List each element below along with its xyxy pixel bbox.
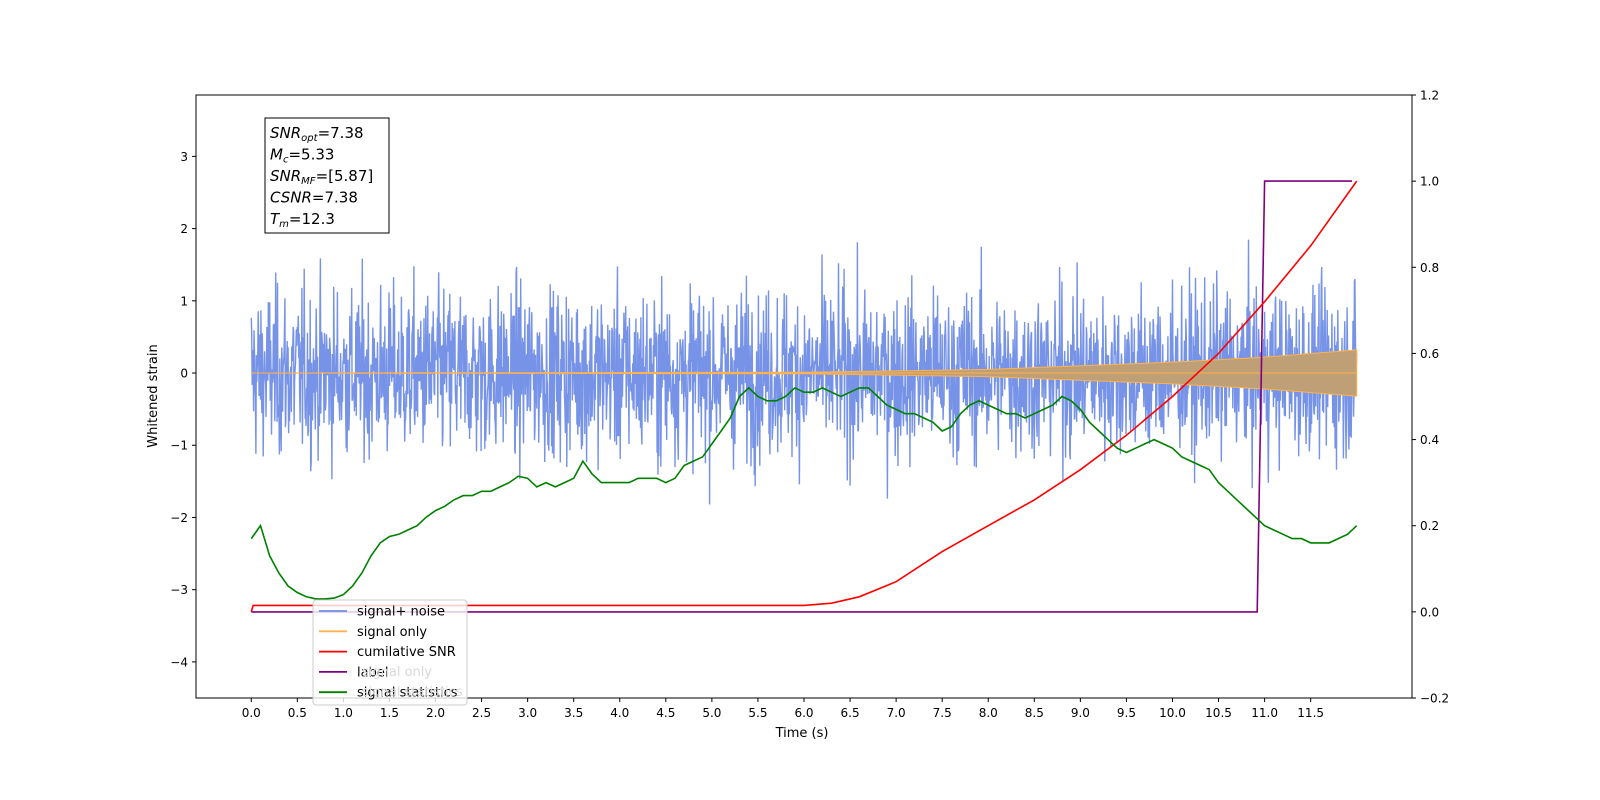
label-line: [251, 180, 1353, 613]
x-axis-label: Time (s): [775, 726, 829, 741]
x-tick-label: 1.0: [334, 706, 353, 720]
legend-label: label: [357, 665, 388, 680]
y-axis-left: 3 2 1 0 −1 −2 −3 −4: [170, 150, 196, 669]
legend-label: signal only: [357, 625, 427, 640]
x-tick-label: 11.5: [1297, 706, 1324, 720]
x-tick-label: 11.0: [1251, 706, 1278, 720]
x-tick-label: 8.5: [1025, 706, 1044, 720]
y2-tick-label: 0.0: [1420, 605, 1439, 619]
y2-tick-label: 0.4: [1420, 433, 1439, 447]
info-box-subscript: c: [283, 155, 289, 166]
noise-layer: [250, 239, 1358, 505]
info-box-line: SNRMF=[5.87]: [270, 167, 373, 187]
y-tick-label: −1: [170, 439, 188, 453]
x-axis: 0.0 0.5 1.0 1.5 2.0 2.5 3.0 3.5 4.0 4.5 5.0 5.5 6.0 6…: [242, 698, 1324, 720]
legend-faded-text: signal statistics: [362, 685, 463, 700]
info-box-line: Mc=5.33: [270, 146, 334, 166]
x-tick-label: 0.0: [242, 706, 261, 720]
y-tick-label: −4: [170, 655, 188, 669]
y-tick-label: 0: [180, 367, 188, 381]
x-tick-label: 0.5: [288, 706, 307, 720]
info-box-line: Tm=12.3: [270, 210, 335, 230]
y-axis-label: Whitened strain: [146, 344, 161, 447]
lines-layer: [250, 180, 1358, 613]
signal-layer: [251, 349, 1358, 397]
x-tick-label: 2.0: [426, 706, 445, 720]
info-box-value: =[5.87]: [316, 167, 374, 185]
legend-label: signal+ noise: [357, 605, 445, 620]
x-tick-label: 10.5: [1205, 706, 1232, 720]
info-box-line: CSNR=7.38: [270, 189, 358, 207]
info-box-symbol: T: [270, 210, 281, 228]
x-tick-label: 7.5: [933, 706, 952, 720]
legend-label: cumilative SNR: [357, 645, 456, 660]
y-tick-label: 2: [180, 222, 188, 236]
info-box-value: =7.38: [318, 124, 364, 142]
x-tick-label: 6.5: [841, 706, 860, 720]
plot-area: [250, 180, 1358, 613]
info-box-subscript: m: [279, 219, 289, 230]
y-tick-label: −2: [170, 511, 188, 525]
y2-tick-label: 0.6: [1420, 347, 1439, 361]
legend: signal+ noise signal only cumilative SNR la…: [312, 599, 468, 706]
info-box: SNRopt=7.38Mc=5.33SNRMF=[5.87]CSNR=7.38T…: [264, 117, 390, 234]
y2-tick-label: −0.2: [1420, 692, 1449, 706]
info-box-value: =7.38: [312, 189, 358, 207]
y2-tick-label: 0.2: [1420, 519, 1439, 533]
x-tick-label: 2.5: [472, 706, 491, 720]
info-box-value: =12.3: [289, 210, 335, 228]
x-tick-label: 5.5: [748, 706, 767, 720]
cumulative-snr-line: [250, 180, 1358, 613]
info-box-symbol: SNR: [270, 124, 301, 142]
x-tick-label: 4.0: [610, 706, 629, 720]
x-tick-label: 3.0: [518, 706, 537, 720]
legend-faded-text: signal only: [362, 665, 432, 680]
y2-tick-label: 1.0: [1420, 175, 1439, 189]
y2-tick-label: 0.8: [1420, 261, 1439, 275]
signal-statistics-line: [250, 386, 1358, 600]
info-box-symbol: SNR: [270, 167, 301, 185]
y2-tick-label: 1.2: [1420, 89, 1439, 103]
x-tick-label: 8.0: [979, 706, 998, 720]
info-box-symbol: M: [270, 146, 283, 164]
legend-label: signal statistics: [357, 686, 458, 701]
info-box-value: =5.33: [288, 146, 334, 164]
legend-frame: [312, 599, 468, 706]
info-box-symbol: CSNR: [270, 189, 312, 207]
y-tick-label: 3: [180, 150, 188, 164]
x-tick-label: 6.0: [794, 706, 813, 720]
x-tick-label: 9.0: [1071, 706, 1090, 720]
x-tick-label: 1.5: [380, 706, 399, 720]
x-tick-label: 10.0: [1159, 706, 1186, 720]
x-tick-label: 4.5: [656, 706, 675, 720]
x-tick-label: 3.5: [564, 706, 583, 720]
x-tick-label: 7.0: [887, 706, 906, 720]
info-box-subscript: MF: [301, 176, 316, 187]
info-box-subscript: opt: [301, 133, 318, 144]
y-tick-label: 1: [180, 294, 188, 308]
y-tick-label: −3: [170, 583, 188, 597]
info-box-line: SNRopt=7.38: [270, 124, 364, 144]
y-axis-right: 1.2 1.0 0.8 0.6 0.4 0.2 0.0 −0.2: [1412, 89, 1449, 706]
x-tick-label: 5.0: [702, 706, 721, 720]
info-box-frame: [264, 117, 390, 234]
x-tick-label: 9.5: [1117, 706, 1136, 720]
signal-noise-line: [250, 239, 1358, 505]
